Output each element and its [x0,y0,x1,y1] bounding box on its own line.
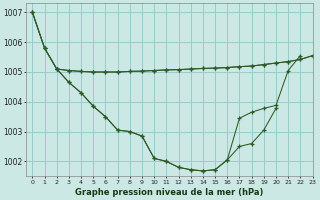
X-axis label: Graphe pression niveau de la mer (hPa): Graphe pression niveau de la mer (hPa) [75,188,264,197]
